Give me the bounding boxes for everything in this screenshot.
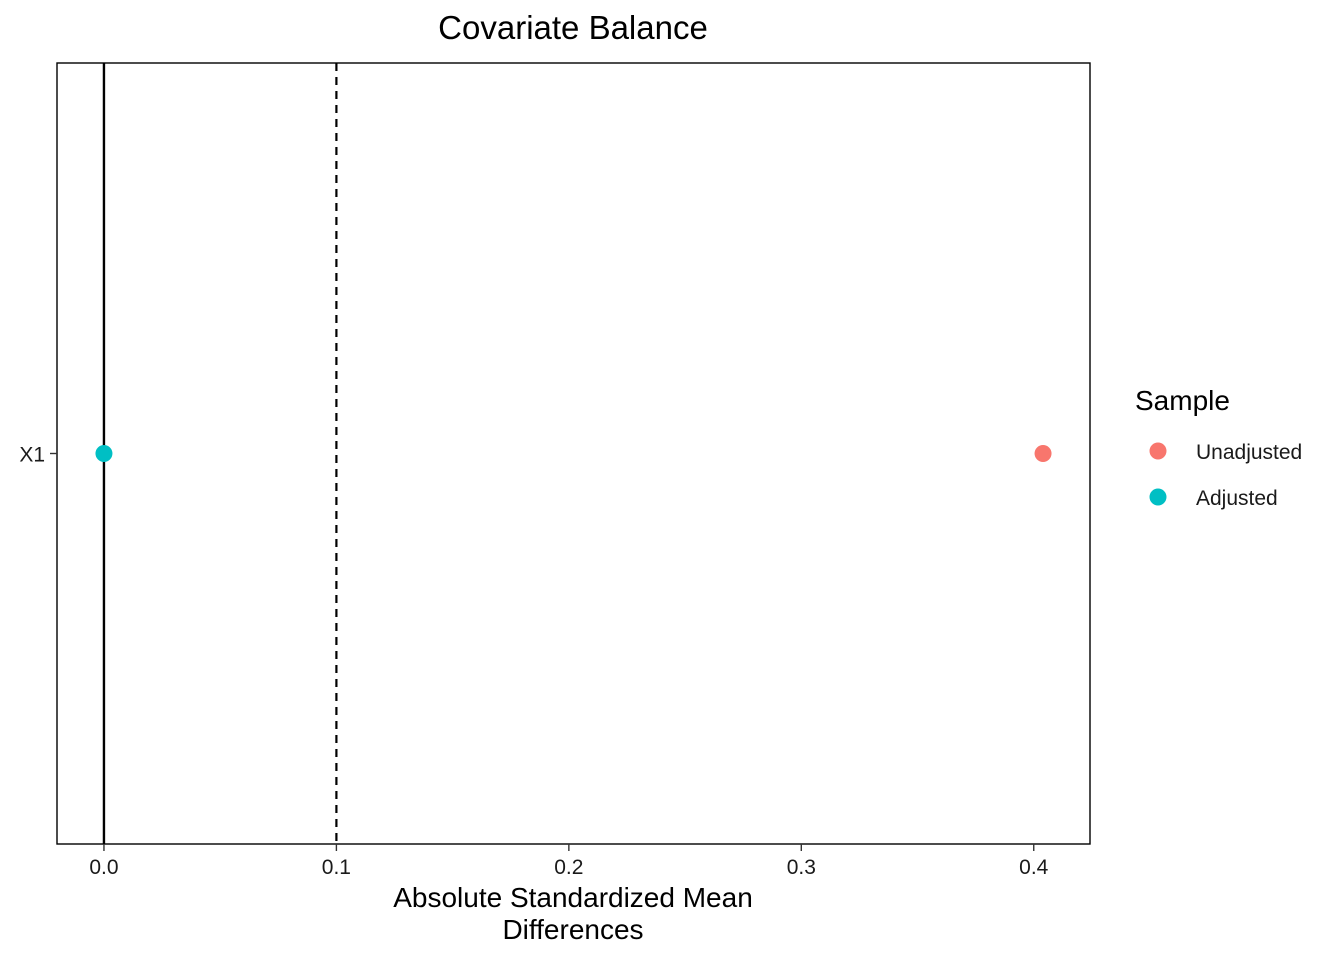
- legend: Sample Unadjusted Adjusted: [1135, 385, 1302, 510]
- x-axis: 0.0 0.1 0.2 0.3 0.4: [89, 844, 1049, 879]
- chart-title: Covariate Balance: [438, 9, 708, 46]
- point-unadjusted-x1: [1034, 445, 1052, 462]
- point-adjusted-x1: [95, 445, 113, 462]
- x-axis-title-line-2: Differences: [502, 914, 643, 945]
- y-axis: X1: [19, 444, 57, 467]
- x-tick-label: 0.2: [554, 856, 583, 879]
- data-points: [95, 445, 1052, 462]
- x-tick-label: 0.4: [1019, 856, 1049, 879]
- legend-key-unadjusted: [1149, 442, 1167, 460]
- legend-title: Sample: [1135, 385, 1230, 416]
- x-tick-label: 0.3: [787, 856, 816, 879]
- x-tick-label: 0.0: [89, 856, 118, 879]
- x-tick-label: 0.1: [322, 856, 351, 879]
- legend-items: Unadjusted Adjusted: [1149, 441, 1302, 510]
- x-axis-title-line-1: Absolute Standardized Mean: [393, 882, 753, 913]
- legend-key-adjusted: [1149, 488, 1167, 506]
- y-tick-label: X1: [19, 444, 45, 467]
- plot-panel: [56, 62, 1091, 845]
- legend-label-adjusted: Adjusted: [1196, 487, 1278, 510]
- legend-label-unadjusted: Unadjusted: [1196, 441, 1302, 464]
